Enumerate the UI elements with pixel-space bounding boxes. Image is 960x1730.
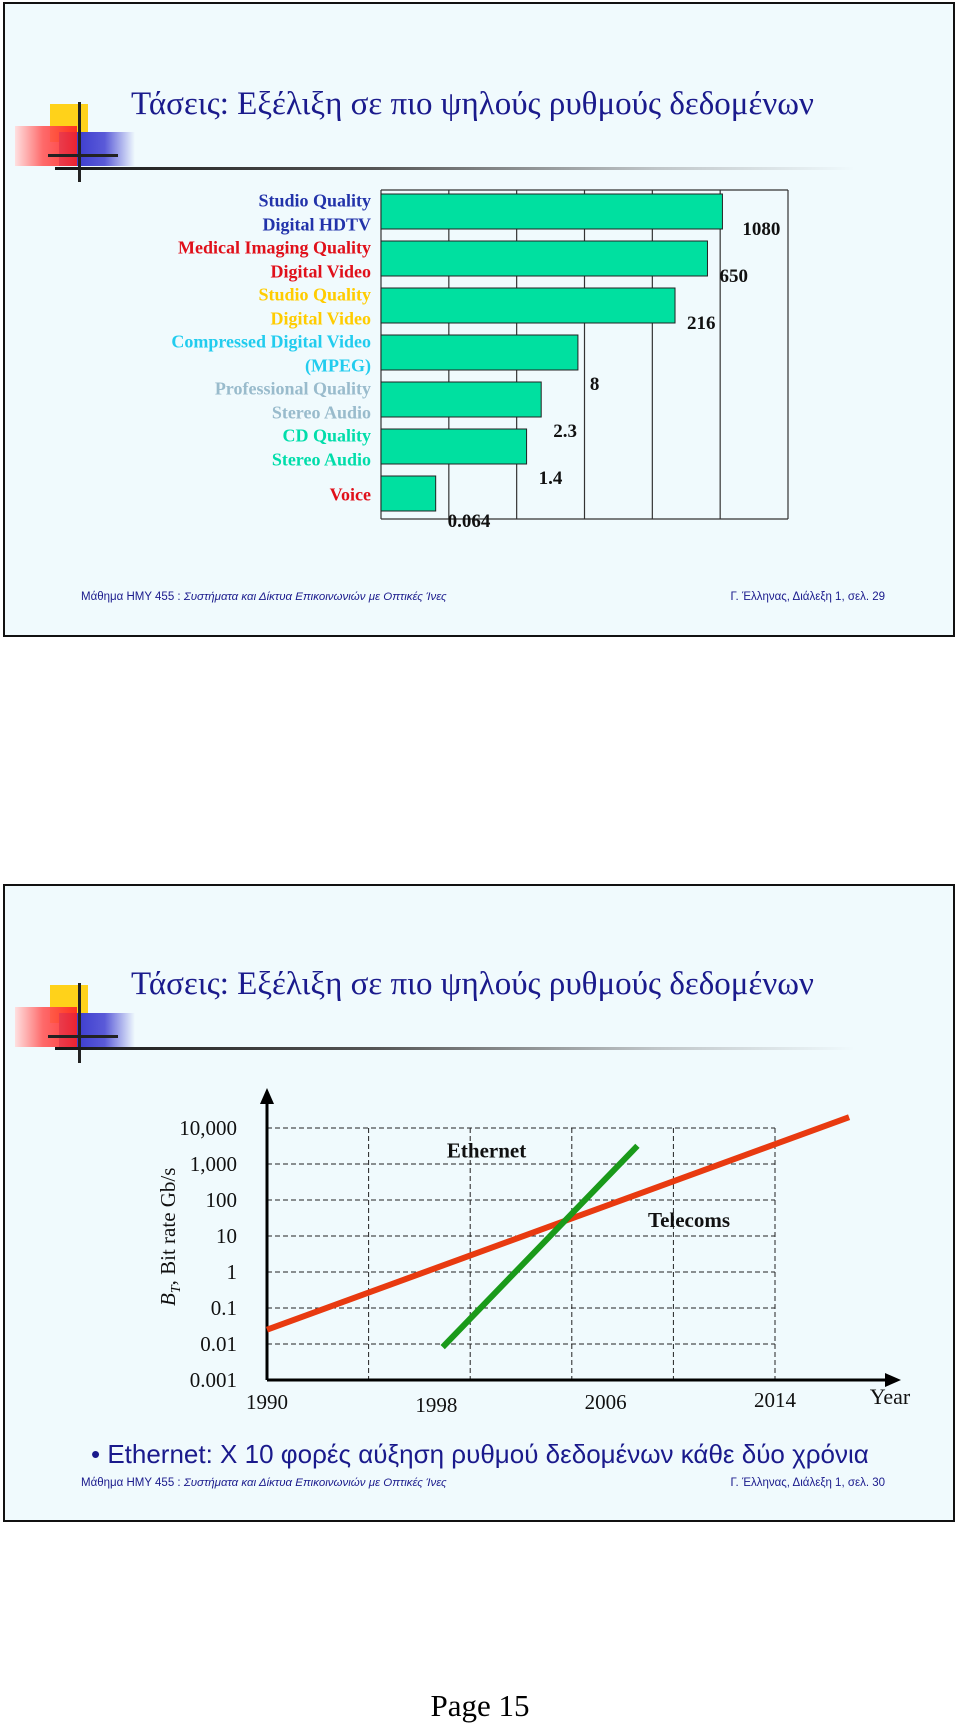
footer-course-name: Συστήματα και Δίκτυα Επικοινωνιών με Οπτ…	[183, 1477, 447, 1489]
category-label: Digital Video	[270, 309, 371, 329]
y-tick-label: 10	[216, 1224, 237, 1248]
data-label: 2.3	[553, 421, 577, 442]
footer-course-name: Συστήματα και Δίκτυα Επικοινωνιών με Οπτ…	[183, 591, 447, 603]
x-tick-label: 1998	[415, 1393, 457, 1417]
slide-29: Τάσεις: Εξέλιξη σε πιο ψηλούς ρυθμούς δε…	[3, 2, 955, 637]
category-label: Compressed Digital Video	[171, 332, 371, 352]
x-tick-label: 2006	[585, 1390, 627, 1414]
category-label: (MPEG)	[305, 356, 371, 377]
y-tick-label: 10,000	[179, 1116, 237, 1140]
data-label: 8	[590, 374, 600, 395]
bar	[380, 475, 437, 512]
data-label: 216	[687, 313, 716, 334]
page-number: Page 15	[430, 1688, 530, 1723]
category-label: CD Quality	[282, 426, 371, 446]
y-label-text: , Bit rate Gb/s	[156, 1168, 180, 1286]
x-axis-label: Year	[870, 1384, 911, 1409]
y-tick-label: 1	[227, 1260, 238, 1284]
series-annotation: Ethernet	[447, 1139, 526, 1163]
bar	[380, 381, 542, 418]
footer-course-prefix: Μάθημα ΗΜΥ 455 :	[81, 1477, 184, 1489]
data-label: 1.4	[539, 468, 563, 489]
category-label: Professional Quality	[215, 379, 371, 399]
footer-course: Μάθημα ΗΜΥ 455 : Συστήματα και Δίκτυα Επ…	[81, 1477, 447, 1489]
bar	[380, 428, 528, 465]
footer-lecture-info: Γ. Έλληνας, Διάλεξη 1, σελ. 29	[730, 591, 885, 603]
ethernet-bullet: • Ethernet: X 10 φορές αύξηση ρυθμού δεδ…	[91, 1439, 869, 1469]
footer-lecture-info: Γ. Έλληνας, Διάλεξη 1, σελ. 30	[730, 1477, 885, 1489]
bar	[380, 334, 579, 371]
y-tick-label: 0.001	[190, 1368, 237, 1392]
category-label: Studio Quality	[258, 191, 371, 211]
footer-course: Μάθημα ΗΜΥ 455 : Συστήματα και Δίκτυα Επ…	[81, 591, 447, 603]
title-divider	[55, 167, 855, 170]
series-line	[265, 1114, 851, 1333]
category-label: Stereo Audio	[272, 450, 371, 470]
data-rate-bar-chart: 1080 Studio Quality Digital HDTV 650 Medical…	[171, 189, 789, 532]
slide-title: Τάσεις: Εξέλιξη σε πιο ψηλούς ρυθμούς δε…	[131, 86, 814, 122]
bar	[380, 240, 708, 277]
slide-30: Τάσεις: Εξέλιξη σε πιο ψηλούς ρυθμούς δε…	[3, 884, 955, 1522]
series-line	[440, 1143, 640, 1350]
footer-course-prefix: Μάθημα ΗΜΥ 455 :	[81, 591, 184, 603]
category-label: Stereo Audio	[272, 403, 371, 423]
bar	[380, 193, 723, 230]
data-label: 0.064	[448, 511, 491, 532]
category-label: Digital Video	[270, 262, 371, 282]
bar	[380, 287, 676, 324]
slide-logo-icon	[15, 983, 135, 1063]
x-axis-arrow-icon	[885, 1373, 901, 1387]
category-label: Voice	[330, 485, 371, 505]
series-annotation: Telecoms	[648, 1208, 730, 1232]
y-label-subscript: T	[169, 1284, 184, 1293]
title-divider	[55, 1047, 855, 1050]
slide-logo-icon	[15, 102, 135, 182]
data-label: 650	[719, 266, 748, 287]
data-label: 1080	[742, 219, 780, 240]
x-tick-label: 1990	[246, 1390, 288, 1414]
y-axis-arrow-icon	[260, 1088, 274, 1104]
bit-rate-trend-chart: Ethernet Telecoms 10,000 1,000 100 10 1 0.1 0.01…	[156, 1088, 911, 1417]
category-label: Studio Quality	[258, 285, 371, 305]
y-tick-label: 100	[206, 1188, 238, 1212]
x-tick-label: 2014	[754, 1388, 797, 1412]
y-label-symbol: B	[156, 1293, 180, 1306]
y-tick-label: 0.01	[200, 1332, 237, 1356]
slide-title: Τάσεις: Εξέλιξη σε πιο ψηλούς ρυθμούς δε…	[131, 966, 814, 1002]
y-tick-label: 0.1	[211, 1296, 237, 1320]
y-axis-label: BT, Bit rate Gb/s	[156, 1168, 184, 1306]
category-label: Digital HDTV	[262, 215, 371, 235]
y-tick-label: 1,000	[190, 1152, 237, 1176]
category-label: Medical Imaging Quality	[178, 238, 371, 258]
